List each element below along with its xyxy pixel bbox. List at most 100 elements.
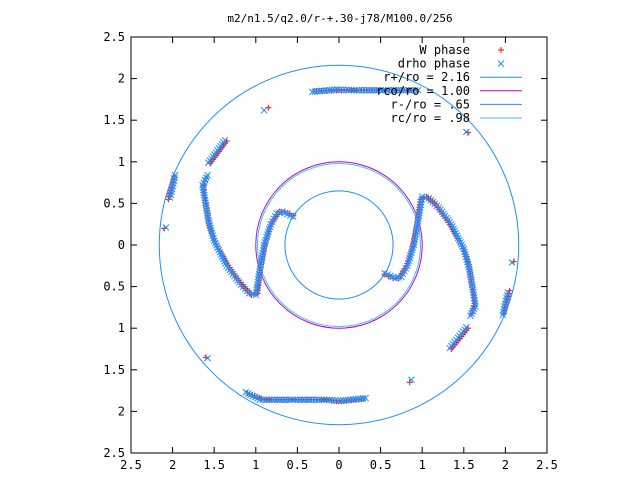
drho-phase-point [205, 159, 212, 166]
drho-phase-point [470, 289, 477, 296]
cross-b [210, 237, 218, 245]
drho-phase-point [382, 86, 389, 94]
cross-b [311, 88, 319, 96]
cross-b [286, 396, 294, 404]
cross-b [260, 244, 268, 252]
cross-b [328, 86, 336, 94]
drho-phase-point [284, 396, 291, 404]
drho-phase-point [508, 259, 516, 266]
drho-phase-point [259, 396, 267, 404]
cross-b [259, 249, 267, 257]
cross-b [339, 396, 347, 404]
drho-phase-point [336, 86, 344, 93]
legend-label: rc/ro = .98 [391, 111, 470, 125]
cross-b [410, 241, 418, 249]
cross-b [334, 397, 342, 404]
circle-rcoro [255, 161, 423, 329]
x-tick-label: 0.5 [370, 458, 392, 472]
cross-b [317, 396, 325, 404]
cross-b [323, 87, 331, 94]
drho-phase-point [339, 396, 347, 404]
drho-phase-point [255, 270, 263, 278]
drho-phase-point [204, 354, 211, 362]
axis-ticks [130, 36, 548, 454]
drho-phase-point [347, 86, 355, 94]
cross-b [408, 376, 415, 384]
cross-b [413, 223, 421, 230]
chart-title: m2/n1.5/q2.0/r-+.30-j78/M100.0/256 [227, 12, 452, 25]
cross-b [323, 396, 331, 404]
cross-b [394, 86, 402, 94]
cross-b [418, 193, 426, 201]
drho-phase-point [257, 260, 265, 267]
cross-b [326, 86, 334, 94]
cross-b [463, 256, 471, 263]
cross-b [359, 394, 367, 402]
drho-phase-point [415, 212, 423, 220]
y-tick-label: 1.5 [103, 113, 125, 127]
cross-b [422, 194, 429, 201]
radius-circles [158, 64, 520, 426]
drho-phase-point [411, 86, 419, 94]
cross-b [254, 278, 262, 286]
cross-b [462, 253, 470, 261]
cross-b [384, 86, 392, 94]
cross-b [457, 238, 464, 246]
cross-b [451, 227, 459, 235]
drho-phase-point [350, 86, 358, 94]
drho-phase-point [353, 86, 361, 94]
drho-phase-point [328, 396, 336, 404]
cross-b [414, 220, 421, 228]
cross-b [254, 275, 262, 283]
drho-phase-point [254, 281, 261, 288]
cross-b [321, 87, 329, 95]
cross-b [460, 245, 468, 253]
cross-b [219, 255, 227, 263]
drho-phase-point [269, 396, 276, 404]
drho-phase-point [281, 396, 289, 404]
cross-b [289, 396, 296, 404]
drho-phase-point [392, 86, 399, 94]
drho-phase-point [339, 86, 347, 94]
drho-phase-point [259, 246, 267, 254]
cross-b [213, 242, 220, 249]
cross-b [260, 106, 268, 114]
cross-b [454, 234, 462, 242]
cross-b [258, 257, 265, 265]
cross-b [412, 231, 420, 238]
drho-phase-point [258, 252, 266, 259]
x-tick-label: 0.5 [287, 458, 309, 472]
cross-b [254, 395, 261, 402]
drho-phase-point [411, 236, 419, 244]
drho-phase-point [387, 86, 394, 94]
drho-phase-point [286, 396, 294, 404]
cross-b [387, 272, 394, 280]
drho-phase-point [254, 278, 262, 286]
cross-b [354, 395, 362, 403]
drho-phase-point [389, 86, 397, 94]
cross-b [461, 251, 469, 258]
drho-phase-point [258, 254, 266, 262]
cross-b [364, 86, 372, 94]
drho-phase-point [252, 288, 260, 296]
cross-b [344, 396, 352, 404]
y-tick-label: 2 [118, 404, 125, 418]
y-tick-label: 1.5 [103, 363, 125, 377]
cross-b [204, 354, 211, 362]
cross-b [342, 86, 350, 94]
drho-phase-point [399, 86, 407, 94]
drho-phase-point [408, 86, 416, 94]
drho-phase-point [262, 396, 270, 404]
cross-b [218, 253, 226, 261]
cross-b [209, 232, 217, 239]
drho-phase-point [397, 86, 404, 94]
cross-b [359, 86, 366, 94]
drho-phase-point [276, 396, 284, 404]
cross-b [205, 219, 213, 226]
y-tick-label: 0.5 [103, 280, 125, 294]
x-tick-label: 1.5 [203, 458, 225, 472]
cross-b [464, 261, 472, 269]
drho-phase-point [374, 86, 382, 94]
cross-b [405, 86, 413, 94]
